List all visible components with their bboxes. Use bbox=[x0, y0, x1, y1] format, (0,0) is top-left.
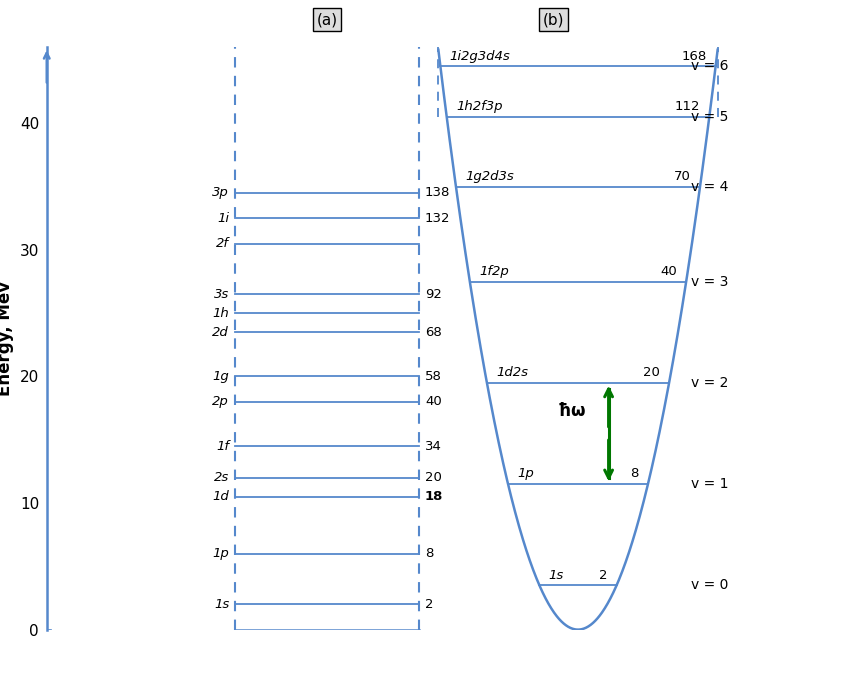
Text: 8: 8 bbox=[425, 547, 434, 560]
Y-axis label: Energy, Mev: Energy, Mev bbox=[0, 281, 14, 396]
Text: 40: 40 bbox=[425, 395, 442, 408]
Text: 2s: 2s bbox=[214, 471, 230, 484]
Text: 1g2d3s: 1g2d3s bbox=[465, 170, 514, 183]
Text: v = 5: v = 5 bbox=[691, 110, 728, 124]
Text: 2f: 2f bbox=[216, 237, 230, 250]
Text: (a): (a) bbox=[316, 12, 337, 27]
Text: 1h2f3p: 1h2f3p bbox=[456, 100, 502, 113]
Text: 68: 68 bbox=[425, 326, 442, 338]
Text: 1h: 1h bbox=[212, 307, 230, 320]
Text: 40: 40 bbox=[660, 265, 677, 278]
Text: 1p: 1p bbox=[212, 547, 230, 560]
Text: 92: 92 bbox=[425, 288, 442, 301]
Text: v = 2: v = 2 bbox=[691, 376, 728, 390]
Text: 2: 2 bbox=[425, 598, 434, 611]
Text: (b): (b) bbox=[543, 12, 564, 27]
Text: 2: 2 bbox=[599, 569, 608, 582]
Text: 58: 58 bbox=[425, 370, 442, 383]
Text: 2d: 2d bbox=[212, 326, 230, 338]
Text: 1g: 1g bbox=[212, 370, 230, 383]
Text: 70: 70 bbox=[674, 170, 691, 183]
Text: v = 3: v = 3 bbox=[691, 275, 728, 288]
Text: 168: 168 bbox=[681, 49, 706, 62]
Text: v = 1: v = 1 bbox=[691, 477, 728, 491]
Text: v = 4: v = 4 bbox=[691, 179, 728, 194]
Text: 1s: 1s bbox=[548, 569, 564, 582]
Text: $\mathbf{\hbar\omega}$: $\mathbf{\hbar\omega}$ bbox=[558, 401, 586, 420]
Text: v = 0: v = 0 bbox=[691, 578, 728, 592]
Text: 1f2p: 1f2p bbox=[479, 265, 509, 278]
Text: 1i: 1i bbox=[217, 212, 230, 225]
Text: 138: 138 bbox=[425, 186, 450, 200]
Text: 132: 132 bbox=[425, 212, 450, 225]
Text: 1s: 1s bbox=[214, 598, 230, 611]
Text: 20: 20 bbox=[425, 471, 442, 484]
Text: 112: 112 bbox=[675, 100, 700, 113]
Text: v = 6: v = 6 bbox=[691, 60, 728, 73]
Text: 18: 18 bbox=[425, 490, 444, 503]
Text: 1f: 1f bbox=[216, 439, 230, 453]
Text: 8: 8 bbox=[631, 467, 639, 480]
Text: 1i2g3d4s: 1i2g3d4s bbox=[450, 49, 510, 62]
Text: 20: 20 bbox=[643, 366, 660, 379]
Text: 1p: 1p bbox=[517, 467, 534, 480]
Text: 34: 34 bbox=[425, 439, 442, 453]
Text: 1d: 1d bbox=[212, 490, 230, 503]
Text: 3p: 3p bbox=[212, 186, 230, 200]
Text: 1d2s: 1d2s bbox=[496, 366, 528, 379]
Text: 3s: 3s bbox=[214, 288, 230, 301]
Text: 2p: 2p bbox=[212, 395, 230, 408]
